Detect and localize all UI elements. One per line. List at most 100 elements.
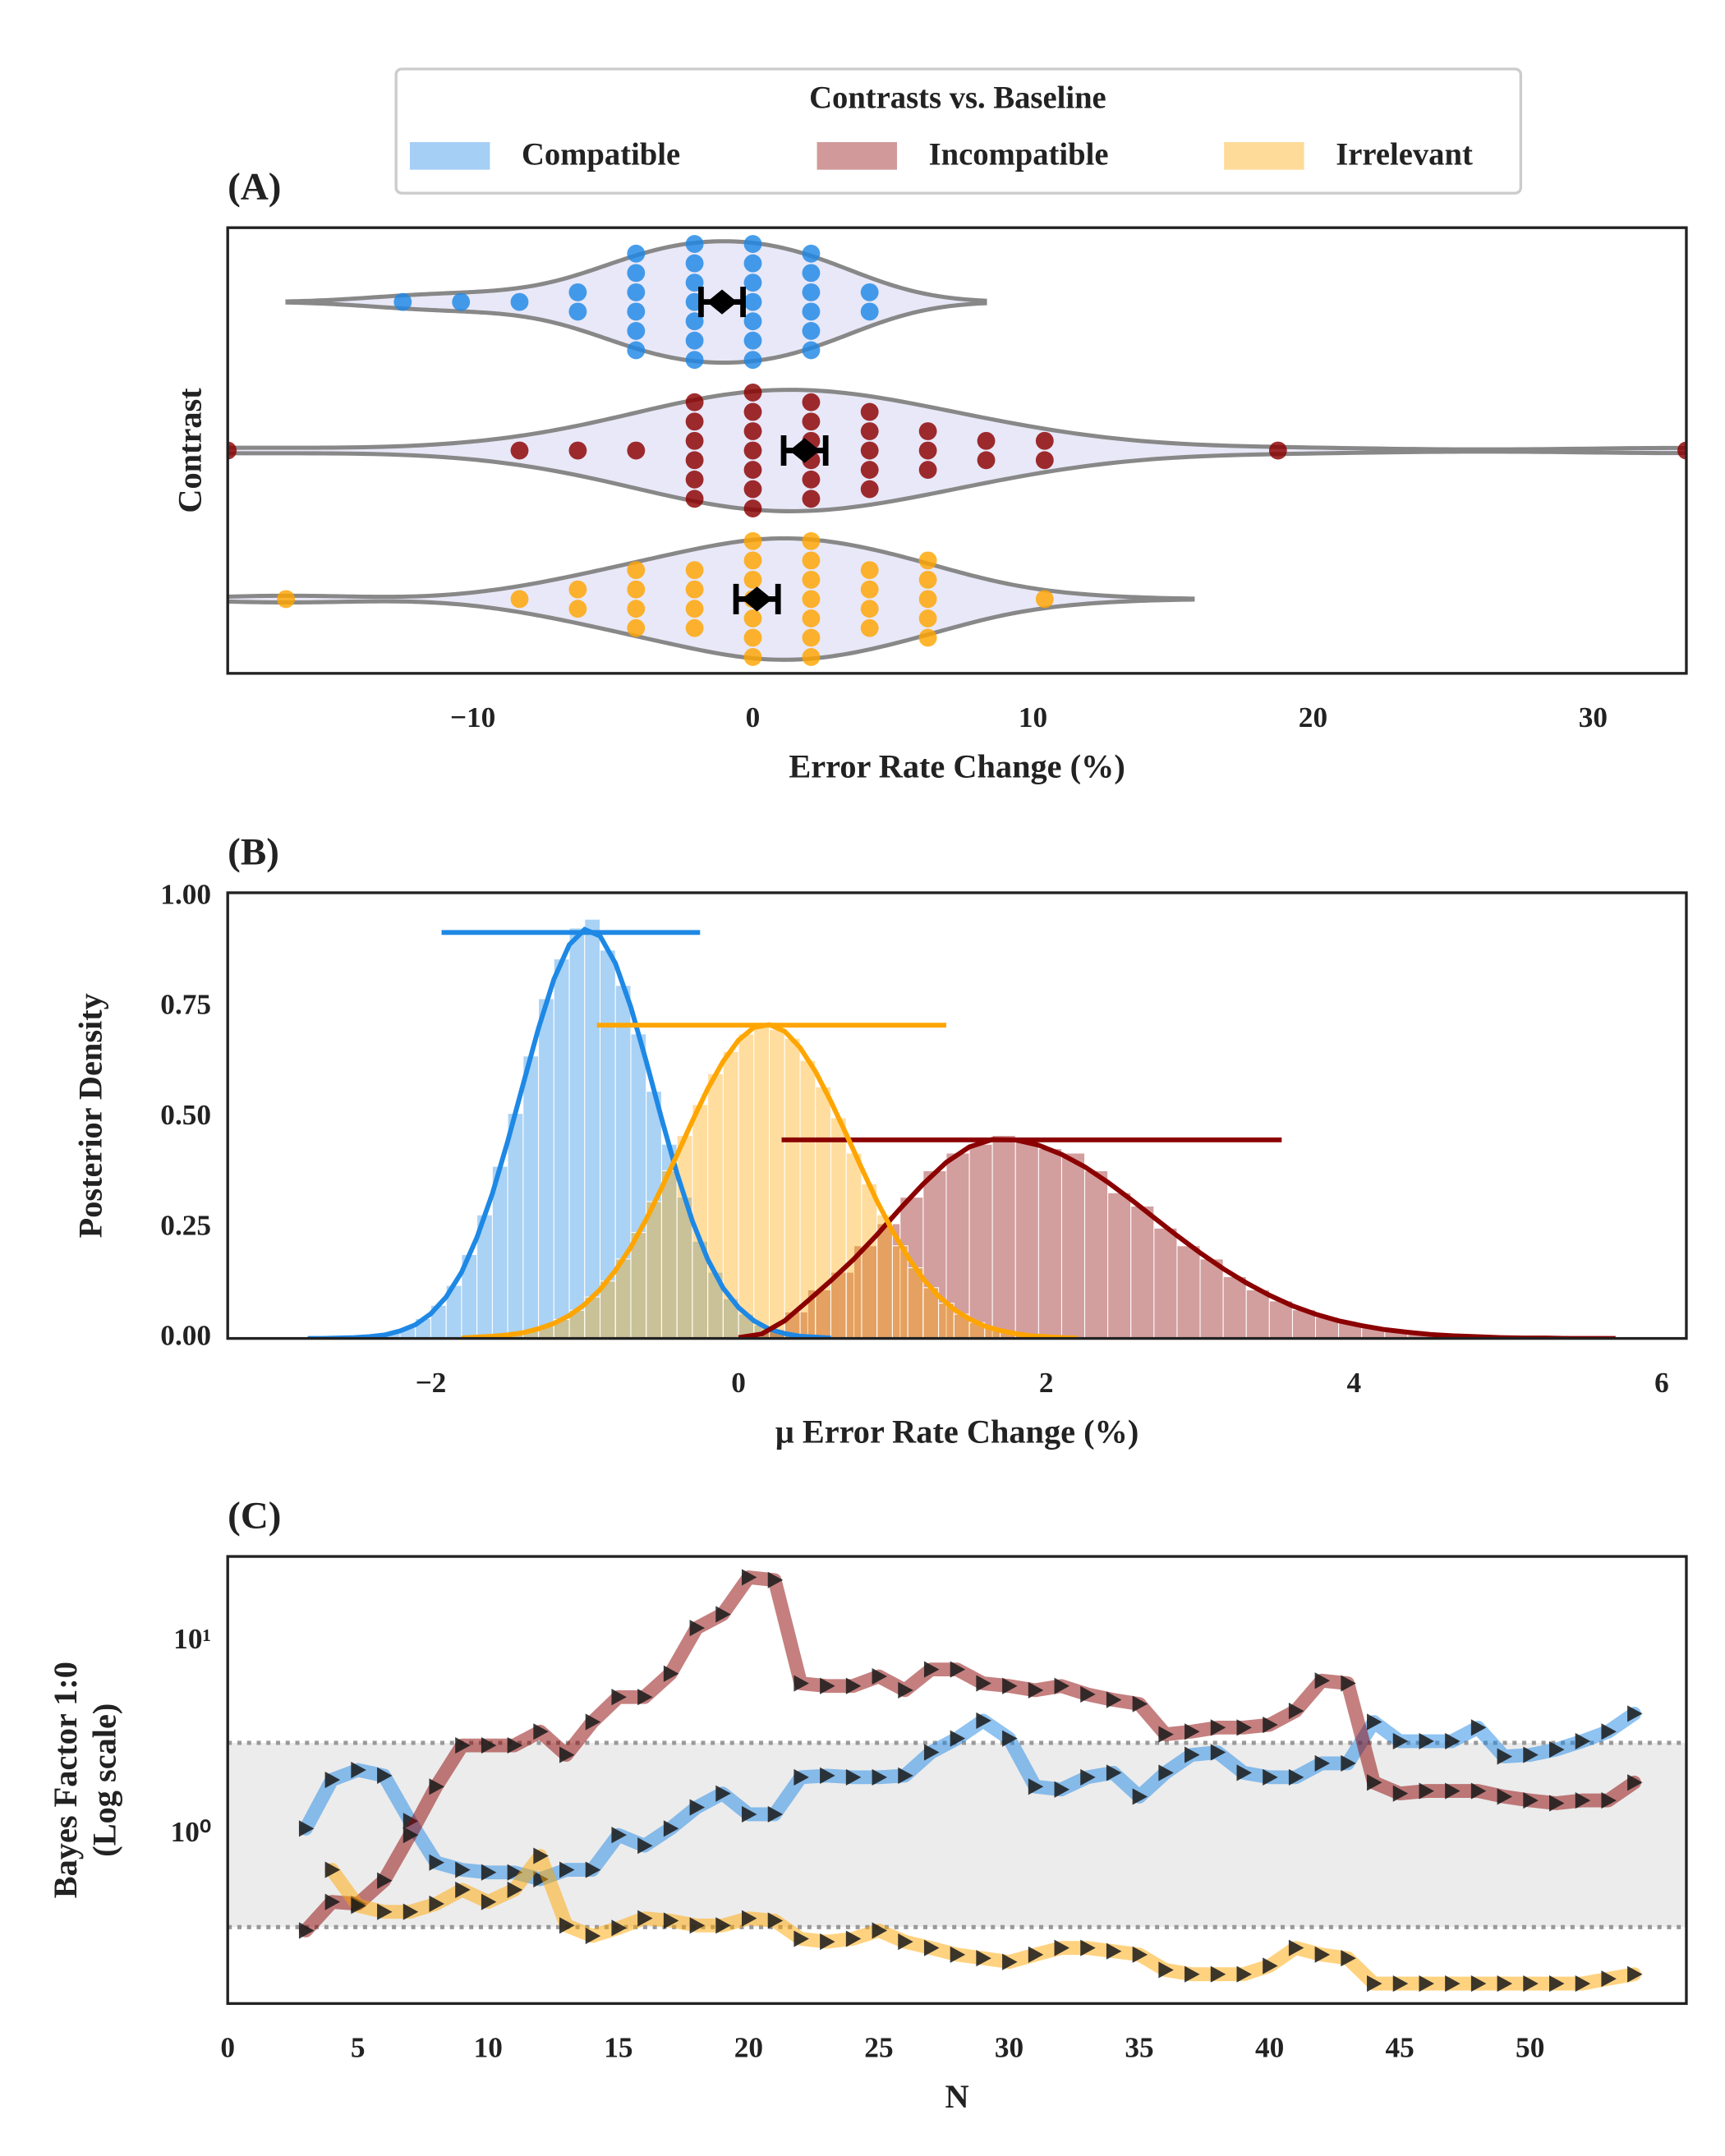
swarm-point <box>685 451 704 470</box>
swarm-point <box>277 590 296 609</box>
point-marker <box>1236 1764 1252 1781</box>
hist-bar <box>1060 1152 1086 1339</box>
point-marker <box>1497 1974 1513 1993</box>
point-marker <box>377 1767 393 1784</box>
y-axis-label: Contrast <box>171 388 208 513</box>
point-marker <box>689 1917 706 1934</box>
swarm-point <box>860 480 879 499</box>
x-tick-label: 20 <box>734 2032 763 2064</box>
y-tick-label: 0.00 <box>160 1320 211 1352</box>
point-marker <box>455 1737 471 1754</box>
swarm-point <box>802 570 821 589</box>
point-marker <box>611 1689 627 1706</box>
point-marker <box>377 1903 393 1920</box>
swarm-point <box>977 431 996 450</box>
swarm-point <box>627 561 646 580</box>
point-marker <box>1314 1754 1331 1772</box>
swarm-point <box>568 283 587 301</box>
hist-bar <box>1222 1276 1247 1339</box>
panel-label: (A) <box>228 166 281 209</box>
swarm-point <box>918 551 937 570</box>
point-marker <box>585 1927 601 1945</box>
point-marker <box>1497 1748 1513 1765</box>
swarm-point <box>743 312 762 331</box>
hist-bar <box>815 1086 831 1339</box>
x-axis-label: Error Rate Change (%) <box>789 748 1125 785</box>
swarm-point <box>1268 441 1287 460</box>
swarm-point <box>1035 451 1054 470</box>
point-marker <box>429 1778 444 1795</box>
point-marker <box>976 1675 991 1692</box>
plot-area <box>228 235 1686 666</box>
point-marker <box>1523 1746 1539 1763</box>
point-marker <box>820 1933 835 1951</box>
mean-marker <box>789 438 821 463</box>
point-marker <box>1419 1974 1434 1993</box>
point-marker <box>1575 1974 1591 1993</box>
axes-frame <box>226 891 1688 1340</box>
point-marker <box>1106 1764 1122 1781</box>
hist-bar <box>784 1037 801 1339</box>
legend-swatch <box>816 142 897 170</box>
swarm-point <box>918 609 937 627</box>
hist-bar <box>568 927 586 1339</box>
swarm-point <box>627 618 646 637</box>
point-marker <box>872 1768 888 1786</box>
swarm-point <box>627 322 646 340</box>
swarm-point <box>743 628 762 647</box>
x-tick-label: 30 <box>1579 701 1608 733</box>
swarm-point <box>743 551 762 570</box>
hist-bar <box>1199 1258 1224 1339</box>
y-tick-label: 0.25 <box>160 1209 211 1241</box>
point-marker <box>298 1922 315 1939</box>
point-marker <box>1080 1939 1096 1956</box>
legend-swatch <box>1224 142 1304 170</box>
point-marker <box>1445 1732 1460 1750</box>
swarm-point <box>685 412 704 431</box>
point-marker <box>402 1903 419 1920</box>
point-marker <box>1523 1791 1539 1809</box>
point-marker <box>1601 1970 1617 1988</box>
hist-bar <box>1084 1170 1109 1339</box>
point-marker <box>663 1665 679 1682</box>
point-marker <box>533 1870 549 1888</box>
swarm-point <box>802 490 821 508</box>
swarm-point <box>1677 441 1686 460</box>
point-marker <box>324 1771 341 1789</box>
hist-bar <box>1153 1227 1178 1339</box>
point-marker <box>767 1912 784 1929</box>
swarm-point <box>568 302 587 321</box>
hist-bar <box>553 958 570 1339</box>
point-marker <box>715 1917 731 1934</box>
point-marker <box>1601 1791 1617 1809</box>
point-marker <box>1210 1744 1226 1761</box>
kde-line <box>307 926 831 1339</box>
point-marker <box>1210 1719 1226 1736</box>
swarm-point <box>568 600 587 618</box>
swarm-point <box>860 422 879 440</box>
point-marker <box>1288 1703 1304 1720</box>
swarm-point <box>568 441 587 460</box>
point-marker <box>794 1930 809 1947</box>
x-tick-label: 6 <box>1654 1367 1669 1399</box>
swarm-point <box>743 609 762 627</box>
hist-bar <box>1130 1205 1155 1339</box>
point-marker <box>377 1872 393 1889</box>
point-marker <box>767 1805 784 1823</box>
point-marker <box>1549 1741 1565 1758</box>
swarm-point <box>802 322 821 340</box>
x-axis-label: μ Error Rate Change (%) <box>775 1413 1138 1450</box>
y-tick-label: 10¹ <box>173 1623 211 1655</box>
swarm-point <box>685 331 704 350</box>
point-marker <box>1184 1723 1200 1740</box>
swarm-point <box>685 470 704 489</box>
swarm-point <box>452 292 471 311</box>
swarm-point <box>627 283 646 301</box>
swarm-point <box>918 441 937 460</box>
point-marker <box>611 1919 627 1937</box>
swarm-point <box>743 422 762 440</box>
swarm-point <box>510 441 529 460</box>
point-marker <box>1575 1791 1591 1809</box>
point-marker <box>923 1661 940 1678</box>
point-marker <box>1627 1965 1643 1983</box>
